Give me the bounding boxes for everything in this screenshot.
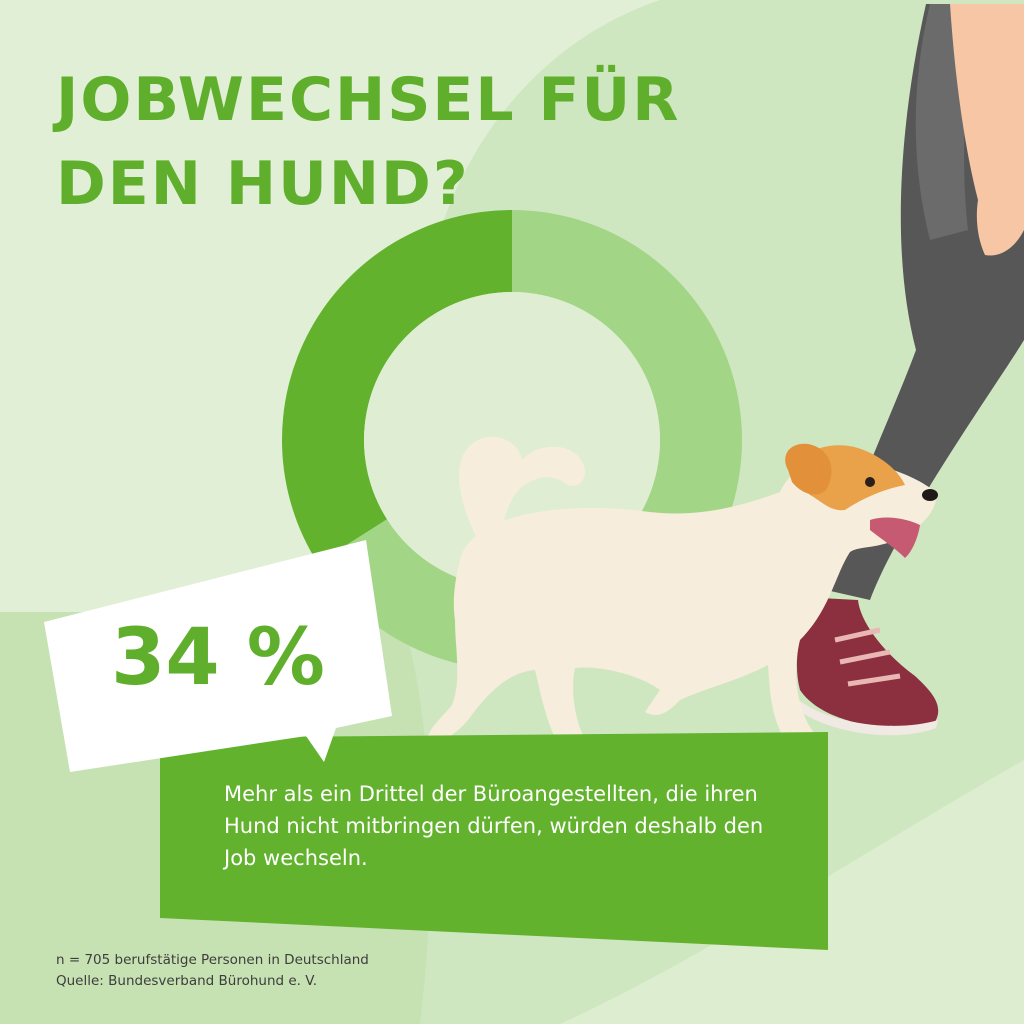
footnote: n = 705 berufstätige Personen in Deutsch…	[56, 950, 369, 992]
bare-foot	[950, 4, 1024, 256]
dog-body	[427, 457, 936, 748]
headline-line-2: DEN HUND?	[56, 149, 470, 219]
red-sneaker	[796, 598, 939, 727]
dog-eye	[865, 477, 875, 487]
headline-line-1: JOBWECHSEL FÜR	[56, 65, 681, 135]
headline: JOBWECHSEL FÜR DEN HUND?	[56, 58, 680, 226]
background-lower-right-shape	[560, 760, 1024, 1024]
footnote-source: Quelle: Bundesverband Bürohund e. V.	[56, 973, 318, 989]
dog-nose	[922, 489, 938, 501]
dog-tail	[459, 436, 586, 545]
dog-ear	[785, 443, 832, 495]
highlight-percentage: 34 %	[111, 613, 325, 703]
donut-slice-1	[281, 210, 512, 564]
sneaker-laces	[834, 627, 901, 687]
dog-tongue	[870, 517, 920, 558]
footnote-sample: n = 705 berufstätige Personen in Deutsch…	[56, 952, 369, 968]
person-leg-illustration	[792, 4, 1024, 736]
dog-illustration	[427, 436, 938, 748]
description-panel	[160, 732, 828, 950]
description-text: Mehr als ein Drittel der Büroangestellte…	[224, 782, 764, 870]
sneaker-sole	[792, 698, 938, 736]
